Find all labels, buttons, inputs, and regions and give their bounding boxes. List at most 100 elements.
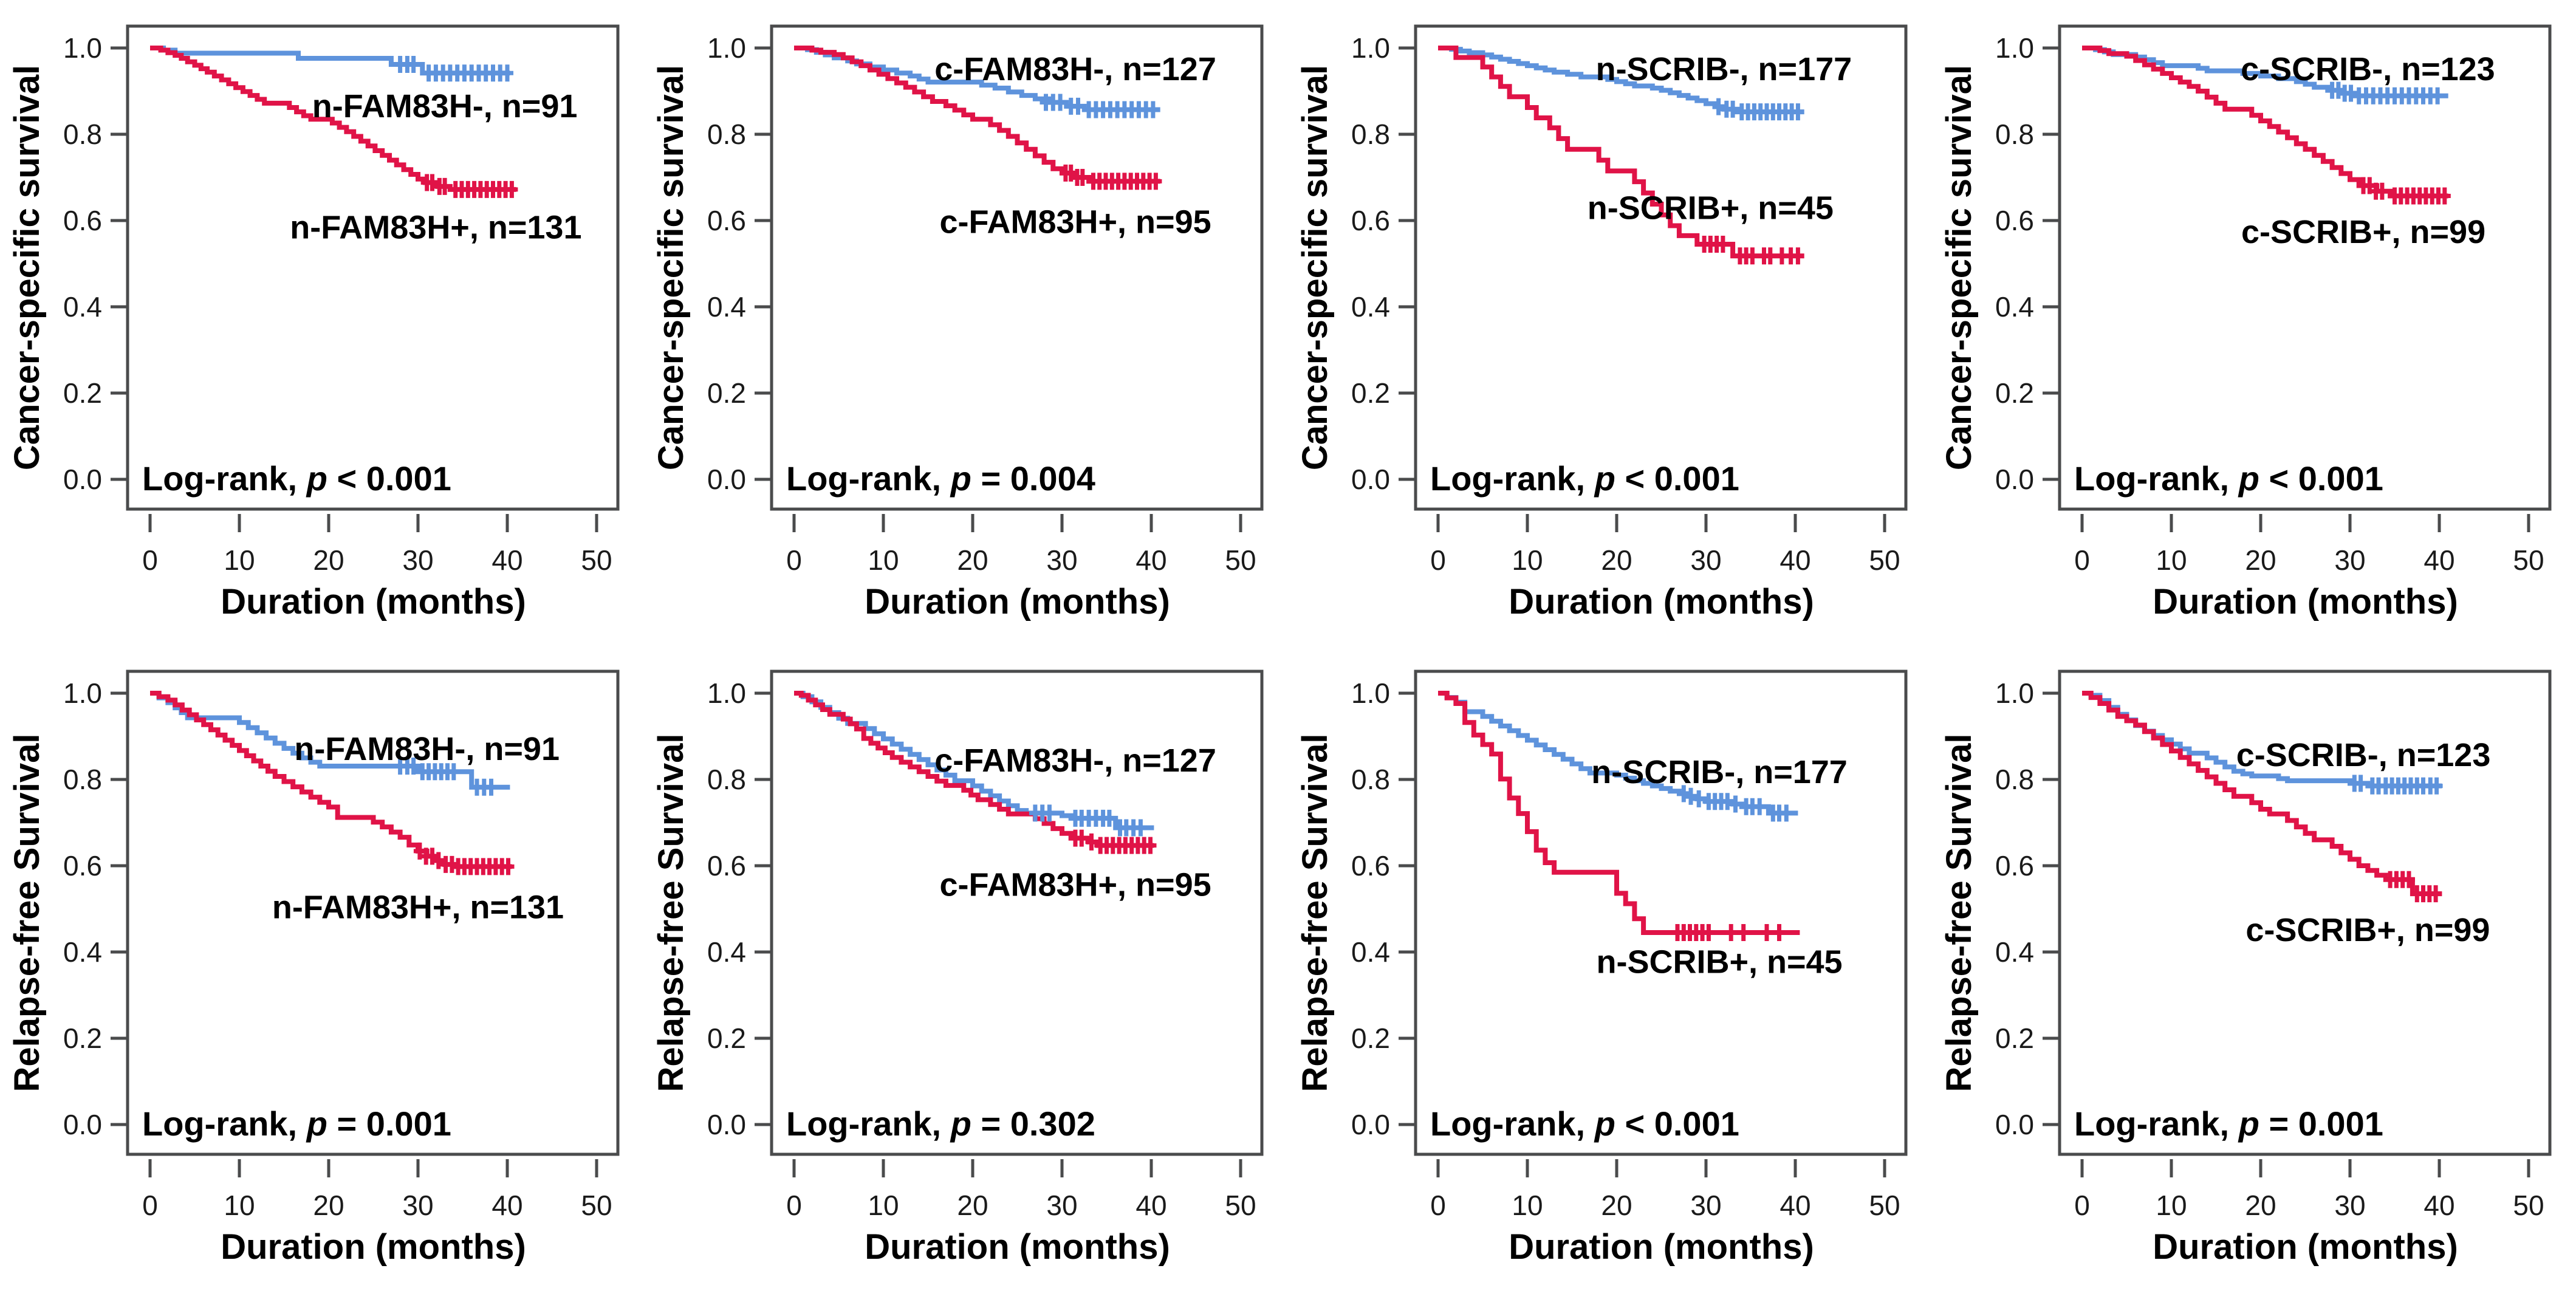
x-axis-title: Duration (months) [221,1227,526,1267]
series-label-negative: c-FAM83H-, n=127 [934,742,1216,779]
y-axis-tick-label: 1.0 [1351,677,1390,709]
km-curve-positive [150,691,512,869]
censor-marks-positive [413,842,515,875]
y-axis-tick-label: 0.0 [63,1109,102,1140]
y-axis-tick-label: 0.2 [1351,1022,1390,1054]
logrank-label-part: p [1594,459,1615,498]
x-axis-tick-label: 40 [2424,544,2454,576]
x-axis-title: Duration (months) [2153,582,2458,622]
censor-marks-positive [1671,924,1786,941]
logrank-label: Log-rank, p < 0.001 [1430,459,1739,498]
x-axis-tick-label: 30 [1690,544,1721,576]
x-axis-tick-label: 40 [2424,1190,2454,1221]
y-axis-tick-label: 0.4 [707,291,746,323]
logrank-label-part: = 0.004 [971,459,1095,498]
logrank-label: Log-rank, p = 0.001 [142,1104,451,1143]
plot-area-border [770,24,1264,511]
x-axis-title: Duration (months) [865,582,1170,622]
km-curve-positive [2082,691,2442,897]
x-axis-tick-label: 0 [142,1190,158,1221]
series-label-positive: c-FAM83H+, n=95 [939,204,1211,240]
y-axis-title: Relapse-free Survival [651,734,691,1092]
km-curve-positive [794,691,1154,848]
y-axis-title: Cancer-specific survival [7,65,47,470]
km-curve-positive [150,46,516,192]
logrank-label-part: Log-rank, [142,1104,307,1143]
x-axis-title: Duration (months) [1509,1227,1814,1267]
censor-marks-negative [394,56,513,82]
x-axis-tick-label: 0 [2074,544,2090,576]
y-axis-title: Cancer-specific survival [1295,65,1335,470]
logrank-label: Log-rank, p = 0.001 [2074,1104,2383,1143]
y-axis-tick-label: 0.8 [63,764,102,795]
plot-area-border [2058,669,2552,1156]
panel-css-n-scrib: 1.0 0.8 0.6 0.4 0.2 0.0 0 10 20 30 40 50 Cancer-spec… [1288,0,1932,645]
y-axis-tick-label: 0.0 [707,1109,746,1140]
y-axis-tick-label: 0.4 [1351,291,1390,323]
x-axis-tick-label: 20 [313,544,344,576]
y-axis-tick-label: 1.0 [707,32,746,64]
y-axis-tick-label: 0.4 [63,936,102,968]
x-axis-tick-label: 30 [1690,1190,1721,1221]
y-axis-tick-label: 0.0 [1351,464,1390,495]
y-axis-tick-label: 0.2 [707,377,746,409]
km-curve-positive [1438,691,1800,935]
x-axis-tick-label: 40 [1780,544,1810,576]
km-plot-canvas: 1.0 0.8 0.6 0.4 0.2 0.0 0 10 20 30 40 50 Relapse-fre… [1295,669,1908,1267]
plot-area-border [126,24,620,511]
series-label-positive: c-SCRIB+, n=99 [2245,912,2490,948]
y-axis-tick-label: 0.2 [63,1022,102,1054]
censor-marks-negative [1712,98,1804,121]
x-axis-tick-label: 30 [402,1190,433,1221]
plot-area-border [1414,669,1908,1156]
km-plot-canvas: 1.0 0.8 0.6 0.4 0.2 0.0 0 10 20 30 40 50 Relapse-fre… [7,669,620,1267]
x-axis-tick-label: 10 [1512,1190,1543,1221]
series-label-positive: n-SCRIB+, n=45 [1596,944,1842,981]
x-axis-tick-label: 40 [1780,1190,1810,1221]
logrank-label: Log-rank, p < 0.001 [142,459,451,498]
x-axis-tick-label: 20 [957,544,988,576]
plot-area-border [126,669,620,1156]
y-axis-tick-label: 0.4 [707,936,746,968]
y-axis-tick-label: 0.2 [707,1022,746,1054]
series-label-positive: n-FAM83H+, n=131 [290,210,581,246]
y-axis-tick-label: 1.0 [1351,32,1390,64]
y-axis-tick-label: 0.6 [1351,205,1390,236]
x-axis-tick-label: 30 [2334,544,2365,576]
censor-marks-negative [1029,804,1147,837]
y-axis-tick-label: 0.6 [63,850,102,882]
x-axis-tick-label: 20 [2245,1190,2276,1221]
logrank-label-part: < 0.001 [327,459,451,498]
series-label-negative: c-SCRIB-, n=123 [2236,737,2491,773]
x-axis-tick-label: 30 [2334,1190,2365,1221]
km-curve-positive [794,46,1160,184]
y-axis-tick-label: 0.0 [707,464,746,495]
logrank-label-part: Log-rank, [786,459,951,498]
y-axis-tick-label: 0.0 [1995,1109,2034,1140]
logrank-label-part: Log-rank, [1430,459,1595,498]
y-axis-tick-label: 0.0 [63,464,102,495]
x-axis-tick-label: 50 [581,1190,612,1221]
y-axis-tick-label: 1.0 [1995,32,2034,64]
y-axis-title: Relapse-free Survival [7,734,47,1092]
panel-css-c-scrib: 1.0 0.8 0.6 0.4 0.2 0.0 0 10 20 30 40 50 Cancer-spec… [1932,0,2576,645]
logrank-label-part: < 0.001 [1615,459,1739,498]
series-label-positive: n-FAM83H+, n=131 [272,889,564,925]
km-plot-canvas: 1.0 0.8 0.6 0.4 0.2 0.0 0 10 20 30 40 50 Cancer-spec… [1295,24,1908,622]
censor-marks-negative [2348,775,2443,795]
censor-marks-positive [420,174,518,198]
x-axis-tick-label: 20 [1601,1190,1632,1221]
series-label-positive: n-SCRIB+, n=45 [1588,190,1834,227]
y-axis-tick-label: 0.8 [1995,764,2034,795]
y-axis-tick-label: 0.2 [63,377,102,409]
y-axis-tick-label: 1.0 [707,677,746,709]
logrank-label: Log-rank, p < 0.001 [2074,459,2383,498]
plot-area-border [770,669,1264,1156]
km-plot-canvas: 1.0 0.8 0.6 0.4 0.2 0.0 0 10 20 30 40 50 Cancer-spec… [7,24,620,622]
panel-css-c-fam83h: 1.0 0.8 0.6 0.4 0.2 0.0 0 10 20 30 40 50 Cancer-spec… [644,0,1288,645]
x-axis-tick-label: 20 [957,1190,988,1221]
x-axis-tick-label: 40 [1136,1190,1166,1221]
y-axis-tick-label: 1.0 [63,677,102,709]
x-axis-tick-label: 0 [786,544,802,576]
x-axis-tick-label: 50 [1869,544,1900,576]
